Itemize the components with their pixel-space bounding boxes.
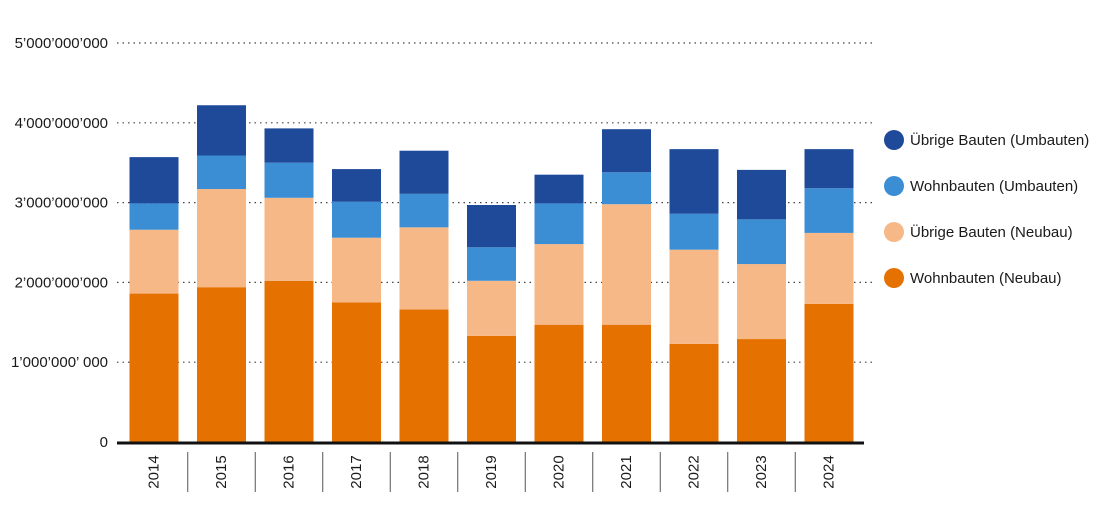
bar-segment-wohnbauten-neubau-2021 <box>602 324 651 442</box>
bar-segment-übrige-bauten-neubau-2020 <box>534 244 584 325</box>
legend-item: Wohnbauten (Neubau) <box>884 266 1089 290</box>
legend-item: Übrige Bauten (Umbauten) <box>884 128 1089 152</box>
bar-segment-wohnbauten-umbauten-2017 <box>332 201 381 238</box>
bar-stack-2022 <box>669 149 719 442</box>
x-tick-label: 2018 <box>416 455 433 488</box>
bar-segment-wohnbauten-neubau-2024 <box>804 303 854 442</box>
y-axis-tick-labels: 0 1’000’000’ 000 2’000’000’000 3’000’000’00… <box>11 35 108 451</box>
y-tick-label: 1’000’000’ 000 <box>11 354 108 371</box>
bar-segment-übrige-bauten-umbauten-2023 <box>737 169 786 220</box>
bar-segment-übrige-bauten-neubau-2022 <box>669 249 719 344</box>
bar-stack-2015 <box>197 105 246 442</box>
x-tick-label: 2020 <box>551 455 568 488</box>
y-tick-label: 3’000’000’000 <box>15 195 108 212</box>
bar-stack-2023 <box>737 169 786 442</box>
legend-label: Wohnbauten (Neubau) <box>910 269 1062 287</box>
bar-segment-übrige-bauten-umbauten-2017 <box>332 169 381 202</box>
bar-segment-wohnbauten-neubau-2017 <box>332 302 381 442</box>
bar-segment-wohnbauten-neubau-2014 <box>129 293 179 442</box>
x-tick-label: 2017 <box>348 455 365 488</box>
legend: Übrige Bauten (Umbauten) Wohnbauten (Umba… <box>884 128 1089 312</box>
x-axis-separators <box>187 452 796 492</box>
bar-segment-wohnbauten-neubau-2020 <box>534 324 584 442</box>
bar-segment-übrige-bauten-umbauten-2019 <box>467 204 516 248</box>
bar-stack-2016 <box>264 128 314 442</box>
legend-item: Wohnbauten (Umbauten) <box>884 174 1089 198</box>
bar-segment-übrige-bauten-umbauten-2015 <box>197 105 246 156</box>
bar-segment-wohnbauten-umbauten-2016 <box>264 162 314 198</box>
bar-segment-wohnbauten-neubau-2015 <box>197 287 246 442</box>
y-tick-label: 0 <box>100 434 108 451</box>
bar-segment-übrige-bauten-neubau-2019 <box>467 280 516 336</box>
x-tick-label: 2022 <box>686 455 703 488</box>
bar-stack-2021 <box>602 129 651 442</box>
x-axis-tick-labels: 2014 2015 2016 2017 2018 2019 2020 2021 2022 2023… <box>146 455 838 488</box>
bar-segment-übrige-bauten-umbauten-2018 <box>399 150 449 194</box>
bar-segment-übrige-bauten-neubau-2015 <box>197 189 246 288</box>
legend-label: Wohnbauten (Umbauten) <box>910 177 1079 195</box>
bar-segment-übrige-bauten-umbauten-2021 <box>602 129 651 173</box>
legend-label: Übrige Bauten (Umbauten) <box>910 131 1090 149</box>
bar-segment-übrige-bauten-neubau-2023 <box>737 264 786 340</box>
bar-segment-wohnbauten-neubau-2018 <box>399 309 449 442</box>
x-tick-label: 2024 <box>821 455 838 488</box>
bar-stack-2020 <box>534 174 584 442</box>
bar-segment-übrige-bauten-umbauten-2024 <box>804 149 854 189</box>
legend-swatch <box>884 268 904 288</box>
bar-segment-übrige-bauten-neubau-2017 <box>332 237 381 303</box>
bar-segment-wohnbauten-neubau-2023 <box>737 339 786 442</box>
bar-segment-wohnbauten-neubau-2022 <box>669 343 719 442</box>
bar-segment-wohnbauten-umbauten-2019 <box>467 247 516 281</box>
x-tick-label: 2019 <box>483 455 500 488</box>
bar-segment-wohnbauten-neubau-2019 <box>467 335 516 442</box>
y-tick-label: 2’000’000’000 <box>15 274 108 291</box>
bar-segment-wohnbauten-umbauten-2014 <box>129 203 179 230</box>
bar-segment-wohnbauten-umbauten-2022 <box>669 213 719 250</box>
bar-segment-wohnbauten-umbauten-2024 <box>804 188 854 233</box>
bar-segment-übrige-bauten-neubau-2021 <box>602 204 651 325</box>
bar-stack-2018 <box>399 150 449 442</box>
legend-swatch <box>884 222 904 242</box>
bar-stack-2014 <box>129 157 179 442</box>
bar-segment-übrige-bauten-umbauten-2022 <box>669 149 719 214</box>
x-tick-label: 2016 <box>281 455 298 488</box>
bar-segment-übrige-bauten-neubau-2016 <box>264 197 314 281</box>
bar-segment-übrige-bauten-umbauten-2016 <box>264 128 314 163</box>
bar-segment-wohnbauten-umbauten-2023 <box>737 219 786 265</box>
bar-segment-wohnbauten-umbauten-2021 <box>602 172 651 205</box>
bar-segment-wohnbauten-neubau-2016 <box>264 280 314 442</box>
x-tick-label: 2021 <box>618 455 635 488</box>
bar-segment-wohnbauten-umbauten-2015 <box>197 155 246 190</box>
legend-label: Übrige Bauten (Neubau) <box>910 223 1073 241</box>
bar-segment-übrige-bauten-umbauten-2014 <box>129 157 179 204</box>
bar-segment-wohnbauten-umbauten-2020 <box>534 203 584 245</box>
x-tick-label: 2014 <box>146 455 163 488</box>
legend-item: Übrige Bauten (Neubau) <box>884 220 1089 244</box>
bar-stack-2019 <box>467 204 516 442</box>
bar-stack-2017 <box>332 169 381 442</box>
y-tick-label: 4’000’000’000 <box>15 115 108 132</box>
bar-segment-übrige-bauten-neubau-2024 <box>804 232 854 304</box>
y-tick-label: 5’000’000’000 <box>15 35 108 52</box>
legend-swatch <box>884 130 904 150</box>
legend-swatch <box>884 176 904 196</box>
bar-stacks <box>129 105 854 442</box>
x-tick-label: 2023 <box>753 455 770 488</box>
x-tick-label: 2015 <box>213 455 230 488</box>
bar-segment-wohnbauten-umbauten-2018 <box>399 193 449 228</box>
bar-segment-übrige-bauten-umbauten-2020 <box>534 174 584 204</box>
bar-segment-übrige-bauten-neubau-2018 <box>399 227 449 310</box>
bar-segment-übrige-bauten-neubau-2014 <box>129 229 179 294</box>
bar-stack-2024 <box>804 149 854 442</box>
